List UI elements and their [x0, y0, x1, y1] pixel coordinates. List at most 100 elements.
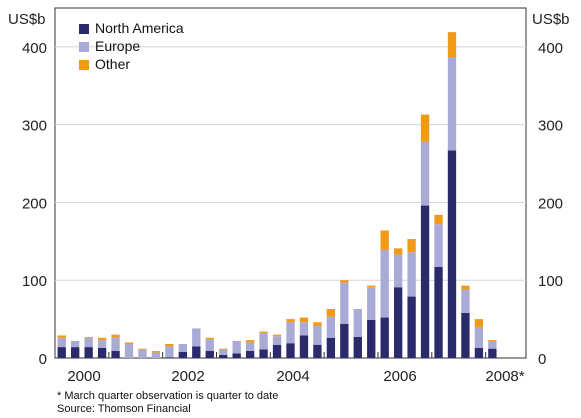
bar-segment-europe — [245, 342, 255, 351]
bar-segment-other — [124, 342, 134, 344]
bars-group — [57, 32, 497, 358]
bar-segment-europe — [488, 341, 497, 349]
x-tick-label: 2008* — [485, 368, 524, 385]
bar-segment-other — [299, 317, 309, 323]
bar-segment-europe — [84, 337, 93, 348]
bar-segment-europe — [232, 341, 241, 354]
bar-segment-north-america — [447, 150, 457, 358]
bar-segment-other — [272, 334, 282, 337]
bar-segment-north-america — [205, 351, 214, 358]
bar-segment-europe — [340, 282, 349, 324]
footnote: * March quarter observation is quarter t… — [57, 390, 278, 402]
bar-segment-europe — [57, 337, 66, 348]
bar-segment-north-america — [165, 357, 174, 358]
bar-segment-other — [138, 348, 147, 350]
bar-segment-north-america — [71, 347, 80, 358]
bar-segment-other — [393, 248, 403, 255]
bar-segment-other — [57, 335, 66, 338]
bar-segment-north-america — [259, 349, 268, 358]
y-tick-label-right: 0 — [538, 351, 546, 368]
y-tick-label-right: 400 — [538, 40, 563, 57]
legend-swatch-north-america — [79, 24, 89, 34]
bar-segment-north-america — [340, 323, 349, 358]
bar-segment-other — [232, 340, 241, 342]
bar-segment-other — [245, 340, 255, 343]
bar-segment-other — [111, 334, 120, 338]
x-tick-label: 2000 — [67, 368, 100, 385]
bar-segment-north-america — [313, 344, 322, 358]
bar-segment-north-america — [380, 317, 389, 358]
source-note: Source: Thomson Financial — [57, 403, 191, 415]
x-tick-label: 2004 — [276, 368, 309, 385]
bar-segment-europe — [259, 333, 268, 350]
bar-segment-other — [367, 285, 376, 288]
bar-segment-north-america — [272, 344, 282, 358]
bar-segment-other — [474, 319, 484, 328]
bar-segment-north-america — [326, 337, 336, 358]
y-tick-label-left: 400 — [22, 40, 47, 57]
gridlines — [55, 46, 526, 281]
legend-swatch-europe — [79, 42, 89, 52]
bar-segment-north-america — [420, 205, 430, 358]
legend-swatch-other — [79, 60, 89, 70]
legend-label-north-america: North America — [95, 20, 184, 36]
bar-segment-north-america — [111, 351, 120, 358]
bar-segment-north-america — [299, 335, 309, 358]
bar-segment-europe — [353, 309, 362, 337]
bar-segment-north-america — [434, 267, 443, 358]
bar-segment-other — [205, 337, 214, 340]
bar-segment-europe — [367, 287, 376, 320]
bar-segment-europe — [299, 322, 309, 336]
y-tick-label-left: 200 — [22, 195, 47, 212]
bar-segment-north-america — [219, 354, 228, 358]
y-unit-right: US$b — [532, 11, 570, 28]
bar-segment-europe — [393, 254, 403, 288]
bar-segment-europe — [447, 57, 457, 151]
y-tick-label-left: 300 — [22, 118, 47, 135]
bar-segment-europe — [97, 340, 107, 348]
legend-label-europe: Europe — [95, 38, 140, 54]
bar-segment-other — [488, 340, 497, 342]
y-tick-label-left: 0 — [39, 351, 47, 368]
y-tick-label-right: 100 — [538, 273, 563, 290]
bar-segment-other — [286, 319, 295, 323]
bar-segment-europe — [178, 344, 188, 352]
bar-segment-north-america — [393, 287, 403, 358]
bar-segment-europe — [151, 352, 161, 358]
bar-segment-north-america — [232, 353, 241, 358]
bar-segment-europe — [434, 224, 443, 267]
bar-segment-other — [461, 285, 470, 290]
bar-segment-europe — [407, 252, 416, 297]
bar-segment-other — [165, 344, 174, 347]
bar-segment-other — [407, 239, 416, 253]
bar-segment-other — [313, 322, 322, 327]
bar-segment-north-america — [286, 343, 295, 358]
bar-segment-europe — [313, 326, 322, 345]
y-axis-right: 0 100 200 300 400 — [538, 40, 563, 368]
y-unit-left: US$b — [8, 11, 46, 28]
bar-segment-other — [84, 337, 93, 338]
legend-label-other: Other — [95, 56, 130, 72]
y-axis-left: 0 100 200 300 400 — [22, 40, 47, 368]
bar-segment-other — [151, 351, 161, 353]
bar-segment-europe — [124, 344, 134, 358]
bar-segment-other — [340, 280, 349, 283]
bar-segment-north-america — [407, 296, 416, 358]
y-tick-label-right: 300 — [538, 118, 563, 135]
bar-segment-north-america — [367, 319, 376, 358]
bar-segment-europe — [326, 316, 336, 338]
bar-segment-other — [434, 214, 443, 225]
x-tick-label: 2006 — [383, 368, 416, 385]
x-tick-label: 2002 — [171, 368, 204, 385]
bar-segment-europe — [138, 349, 147, 358]
bar-segment-europe — [461, 289, 470, 313]
bar-segment-other — [97, 337, 107, 341]
legend: North America Europe Other — [79, 20, 184, 72]
bar-segment-europe — [380, 249, 389, 318]
bar-segment-north-america — [178, 351, 188, 358]
bar-segment-north-america — [245, 351, 255, 358]
bar-segment-other — [447, 32, 457, 57]
bar-segment-north-america — [192, 346, 201, 358]
bar-segment-europe — [71, 340, 80, 348]
